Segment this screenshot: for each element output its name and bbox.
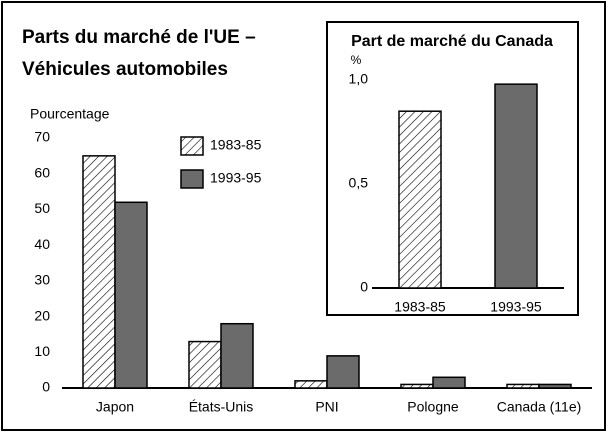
y-tick-label: 1,0 xyxy=(349,71,369,87)
y-tick-label: 20 xyxy=(34,307,50,323)
bar xyxy=(188,340,222,389)
bar xyxy=(398,110,442,289)
x-tick-label: Japon xyxy=(96,399,134,415)
legend-swatch xyxy=(180,136,204,156)
bar xyxy=(220,322,254,389)
inset-title: Part de marché du Canada xyxy=(351,33,553,50)
bar xyxy=(494,83,538,289)
bar xyxy=(506,383,540,389)
x-tick-label: PNI xyxy=(315,399,338,415)
bar xyxy=(326,355,360,389)
y-tick-label: 70 xyxy=(34,129,50,145)
bar xyxy=(432,376,466,389)
x-tick-label: 1993-95 xyxy=(490,299,542,315)
x-tick-label: États-Unis xyxy=(189,399,254,415)
y-tick-label: 40 xyxy=(34,236,50,252)
x-tick-label: Pologne xyxy=(407,399,459,415)
y-tick-label: 30 xyxy=(34,272,50,288)
legend-swatch xyxy=(180,169,204,189)
bar xyxy=(538,383,572,389)
y-tick-label: 50 xyxy=(34,200,50,216)
bar xyxy=(400,383,434,389)
y-tick-label: 10 xyxy=(34,343,50,359)
chart-title: Parts du marché de l'UE – xyxy=(22,27,256,48)
inset-y-label: % xyxy=(351,53,362,67)
x-tick-label: Canada (11e) xyxy=(497,399,582,415)
bar xyxy=(294,380,328,389)
bar xyxy=(114,201,148,389)
y-axis-label: Pourcentage xyxy=(30,106,110,122)
x-tick-label: 1983-85 xyxy=(394,299,446,315)
legend-label: 1983-85 xyxy=(210,137,262,153)
chart-title: Véhicules automobiles xyxy=(22,59,228,80)
legend-label: 1993-95 xyxy=(210,170,262,186)
inset-frame xyxy=(326,21,579,316)
y-tick-label: 60 xyxy=(34,164,50,180)
bar xyxy=(82,155,116,389)
y-tick-label: 0 xyxy=(360,279,368,295)
y-tick-label: 0 xyxy=(42,379,50,395)
y-tick-label: 0,5 xyxy=(349,175,369,191)
